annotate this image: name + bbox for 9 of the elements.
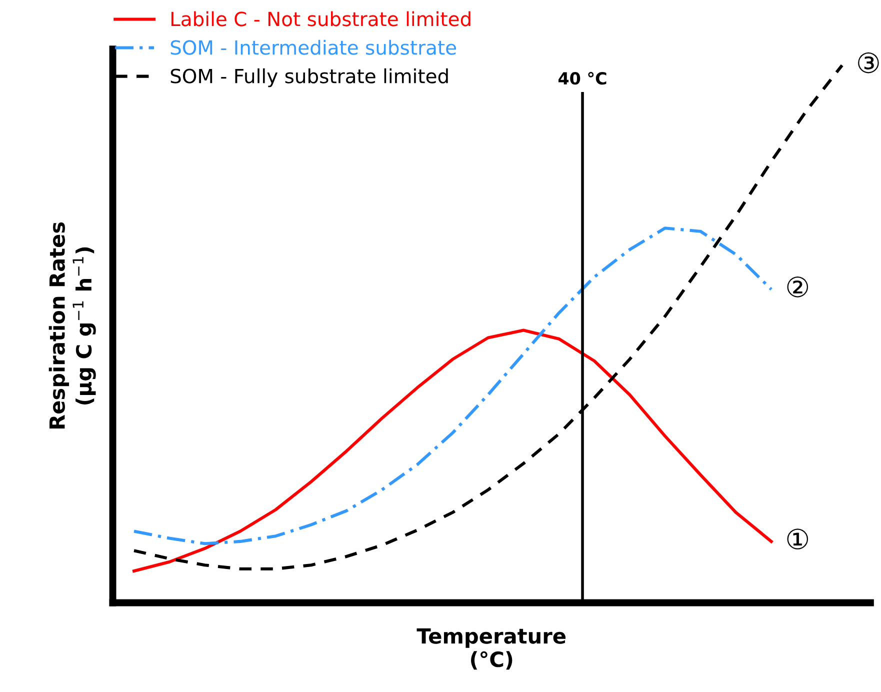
- legend-label: Labile C - Not substrate limited: [171, 11, 470, 26]
- legend-label: SOM - Intermediate substrate: [170, 40, 456, 55]
- annotation: ③: [858, 52, 879, 74]
- annotation: ②: [787, 276, 808, 298]
- annotation: ①: [787, 528, 808, 550]
- y-axis-title: Respiration Rates (µg C g$^{−1}$ h$^{−1}$): [48, 222, 96, 429]
- legend-label: SOM - Fully substrate limited: [170, 68, 448, 88]
- annotation: 40 °C: [558, 72, 606, 85]
- x-axis-title: Temperature (°C): [416, 628, 566, 670]
